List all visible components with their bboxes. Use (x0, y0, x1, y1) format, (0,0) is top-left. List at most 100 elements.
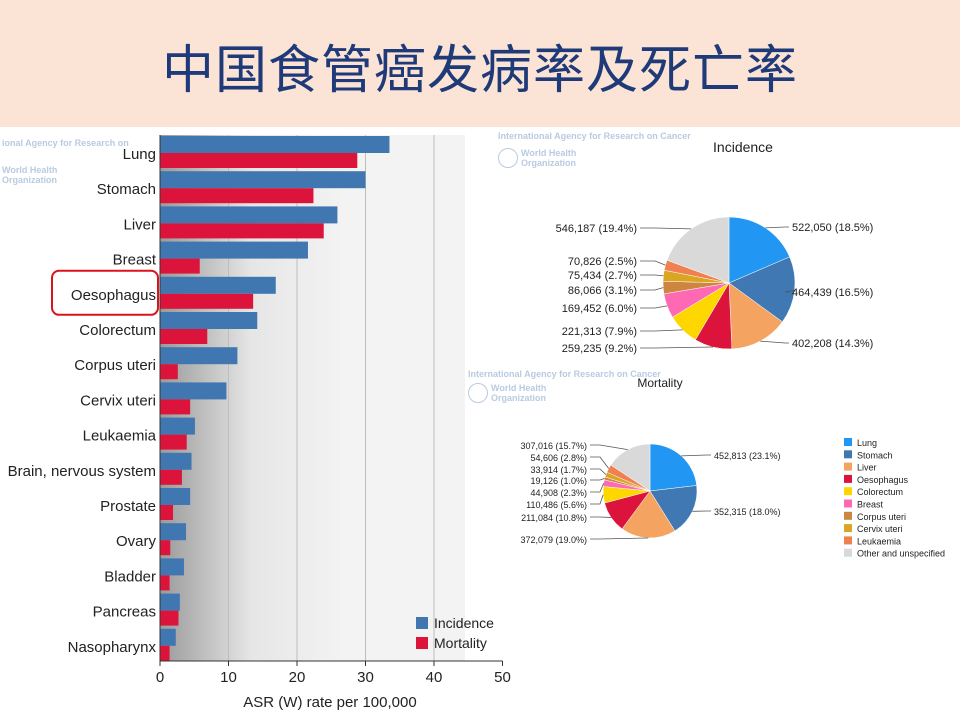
category-label: Lung (123, 146, 156, 163)
mortality-slice-label: 307,016 (15.7%) (520, 441, 587, 451)
who-logo-icon (468, 383, 488, 403)
category-label: Colorectum (79, 322, 156, 339)
incidence-slice-label: 259,235 (9.2%) (562, 343, 637, 355)
incidence-bar (160, 171, 366, 189)
mortality-legend-label: Liver (857, 463, 877, 473)
mortality-slice-label: 54,606 (2.8%) (530, 453, 587, 463)
mortality-legend-label: Leukaemia (857, 536, 901, 546)
mortality-bar (160, 540, 171, 556)
mortality-legend-swatch (844, 511, 852, 520)
category-label: Pancreas (93, 604, 156, 621)
mortality-bar (160, 293, 254, 309)
category-label: Bladder (104, 568, 156, 585)
incidence-slice-label: 221,313 (7.9%) (562, 326, 637, 338)
incidence-bar (160, 312, 258, 329)
mortality-legend-swatch (844, 438, 852, 446)
incidence-bar (160, 523, 187, 541)
incidence-leader-line (640, 274, 664, 277)
mortality-bar (160, 153, 358, 168)
incidence-slice-label: 464,439 (16.5%) (792, 287, 873, 299)
incidence-leader-line (640, 227, 692, 230)
mortality-legend-swatch (844, 474, 852, 483)
incidence-who-watermark: World Health Organization (498, 148, 581, 168)
category-label: Leukaemia (83, 428, 157, 445)
mortality-slice-label: 44,908 (2.3%) (530, 488, 587, 498)
mortality-legend-swatch (844, 499, 852, 508)
x-tick-label: 0 (156, 669, 164, 686)
incidence-bar (160, 628, 176, 646)
mortality-legend-label: Breast (857, 500, 884, 510)
mortality-legend-swatch (844, 450, 852, 459)
incidence-slice-label: 86,066 (3.1%) (568, 285, 637, 297)
legend-mortality-swatch (416, 637, 428, 649)
incidence-slice-label: 70,826 (2.5%) (568, 256, 637, 268)
incidence-bar (160, 382, 227, 400)
category-label: Corpus uteri (74, 357, 156, 374)
legend-incidence-label: Incidence (434, 615, 494, 631)
incidence-slice-label: 402,208 (14.3%) (792, 338, 873, 350)
incidence-bar (160, 206, 338, 224)
incidence-slice (728, 282, 783, 350)
mortality-legend-label: Lung (857, 438, 877, 448)
mortality-slice-label: 372,079 (19.0%) (520, 535, 587, 545)
mortality-leader-line (590, 468, 607, 475)
x-tick-label: 30 (357, 669, 374, 686)
mortality-leader-line (590, 494, 604, 505)
category-label: Oesophagus (71, 287, 156, 304)
legend-mortality-label: Mortality (434, 635, 487, 651)
incidence-leader-line (640, 329, 683, 332)
who-logo-icon (498, 148, 518, 168)
mortality-leader-line (590, 444, 628, 450)
x-tick-label: 10 (220, 669, 237, 686)
title-band (0, 0, 960, 127)
x-axis-title: ASR (W) rate per 100,000 (243, 694, 416, 711)
mortality-legend-swatch (844, 487, 852, 496)
incidence-bar (160, 276, 276, 294)
mortality-leader-line (681, 454, 711, 457)
incidence-slice-label: 75,434 (2.7%) (568, 270, 637, 282)
incidence-bar (160, 488, 191, 505)
mortality-legend-label: Cervix uteri (857, 524, 903, 534)
mortality-slice (610, 443, 651, 492)
mortality-slice (649, 443, 697, 492)
mortality-slice-label: 19,126 (1.0%) (530, 476, 587, 486)
mortality-slice-label: 110,486 (5.6%) (526, 500, 587, 510)
incidence-leader-line (640, 305, 668, 309)
mortality-bar (160, 258, 200, 274)
mortality-legend-swatch (844, 462, 852, 471)
category-label: Liver (123, 216, 156, 233)
incidence-bar (160, 347, 238, 365)
incidence-leader-line (640, 287, 664, 291)
mortality-bar (160, 505, 174, 520)
incidence-leader-line (640, 346, 714, 349)
incidence-bar (160, 136, 390, 153)
mortality-leader-line (590, 537, 649, 540)
category-label: Cervix uteri (80, 392, 156, 409)
mortality-leader-line (590, 478, 605, 481)
mortality-bar (160, 434, 187, 450)
category-label: Ovary (116, 533, 157, 550)
oesophagus-highlight-box (51, 269, 159, 316)
mortality-pie-title: Mortality (637, 376, 682, 390)
mortality-legend-swatch (844, 548, 852, 557)
incidence-leader-line (760, 340, 789, 344)
x-tick-label: 40 (426, 669, 443, 686)
legend-incidence-swatch (416, 617, 428, 629)
mortality-legend-label: Other and unspecified (857, 549, 945, 559)
mortality-legend-label: Stomach (857, 450, 893, 460)
category-label: Nasopharynx (68, 639, 157, 656)
category-label: Brain, nervous system (8, 463, 156, 480)
mortality-bar (160, 188, 314, 204)
incidence-leader-line (640, 260, 666, 266)
incidence-bar (160, 241, 308, 259)
x-tick-label: 20 (289, 669, 306, 686)
mortality-bar (160, 610, 179, 626)
incidence-bar (160, 558, 184, 576)
bar-agency-watermark: ional Agency for Research on (2, 138, 129, 148)
incidence-slice-label: 169,452 (6.0%) (562, 303, 637, 315)
slide-title: 中国食管癌发病率及死亡率 (161, 41, 798, 101)
incidence-leader-line (765, 226, 789, 229)
incidence-pie-title: Incidence (713, 139, 773, 155)
